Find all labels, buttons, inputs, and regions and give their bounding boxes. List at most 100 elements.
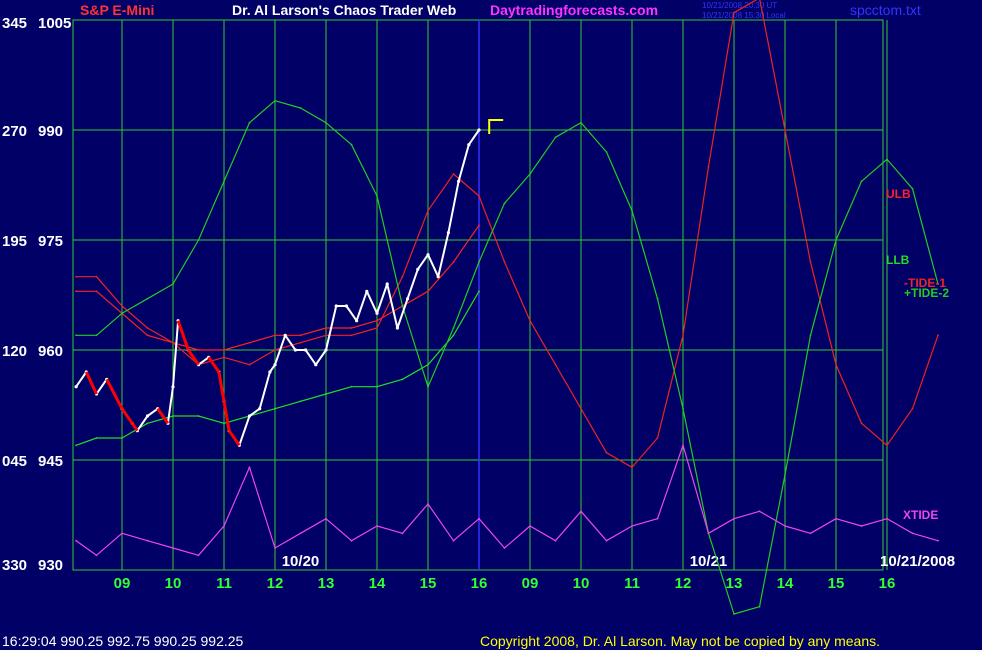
- price-point: [324, 348, 328, 352]
- tide-2-point: [197, 239, 200, 241]
- xtide-point: [95, 554, 98, 557]
- x-tick-label: 11: [216, 575, 232, 592]
- tide-1-point: [937, 334, 939, 337]
- y-tick-right-label: 930: [38, 557, 63, 574]
- ulb-point: [274, 334, 276, 337]
- xtide-point: [733, 517, 735, 520]
- xtide-point: [784, 525, 786, 527]
- date-label: 10/21: [690, 553, 728, 570]
- date-label: 10/20: [282, 553, 320, 570]
- down-bar: [207, 356, 221, 373]
- tide-1-point: [172, 341, 174, 344]
- xtide-point: [427, 503, 429, 505]
- tide-1-point: [95, 275, 98, 278]
- x-tick-label: 15: [828, 575, 845, 592]
- ulb-point: [223, 349, 225, 351]
- tide-1-point: [452, 173, 455, 175]
- price-point: [436, 275, 440, 279]
- xtide-point: [350, 539, 353, 542]
- tide-2-point: [223, 180, 225, 183]
- grid: [72, 19, 888, 571]
- tide-2-point: [554, 136, 557, 139]
- price-point: [283, 333, 287, 337]
- price-point: [145, 414, 150, 418]
- down-bar: [222, 401, 231, 431]
- tide-1-point: [427, 209, 429, 212]
- xtide-point: [809, 532, 812, 535]
- price-point: [477, 128, 481, 132]
- ulb-point: [197, 349, 200, 351]
- tide-1-point: [784, 129, 786, 131]
- ulb-point: [427, 290, 429, 293]
- price-point: [467, 143, 471, 147]
- llb-point: [172, 415, 174, 417]
- tide-1-point: [529, 319, 531, 322]
- xtide-point: [223, 525, 225, 527]
- date-label: 10/21/2008: [880, 553, 955, 570]
- tide-1-point: [223, 356, 225, 359]
- xtide-point: [886, 517, 888, 520]
- tide-2-point: [656, 297, 659, 300]
- llb-point: [452, 334, 455, 337]
- tide-2-point: [631, 209, 633, 212]
- tide-1-point: [631, 466, 633, 469]
- tide-1-point: [733, 11, 735, 14]
- xtide-point: [503, 547, 506, 549]
- tide-1-point: [121, 305, 123, 307]
- xtide-point: [248, 466, 251, 469]
- llb-point: [350, 385, 353, 388]
- tide-2-point: [172, 283, 174, 285]
- down-bar: [84, 371, 98, 395]
- ulb-point: [452, 261, 455, 263]
- tide-1-point: [886, 444, 888, 447]
- llb-point: [299, 400, 302, 403]
- llb-point: [427, 363, 429, 366]
- down-bar: [176, 320, 190, 351]
- price-point: [74, 385, 78, 389]
- xtide-point: [452, 539, 455, 542]
- tide-1-point: [376, 327, 378, 329]
- x-tick-label: 14: [369, 575, 386, 592]
- y-tick-left-label: 120: [2, 343, 27, 360]
- tide-2-point: [121, 312, 123, 315]
- price-point: [395, 326, 399, 330]
- tide-1-point: [299, 341, 302, 344]
- price-point: [258, 407, 262, 411]
- tide-2-point: [733, 613, 735, 615]
- site-link[interactable]: Daytradingforecasts.com: [490, 2, 658, 18]
- price-point: [273, 363, 277, 367]
- tide-2-point: [248, 121, 251, 124]
- tide-1-point: [682, 334, 684, 337]
- llb-point: [197, 415, 200, 417]
- tide-2-point: [146, 297, 149, 300]
- tide-1-point: [835, 363, 837, 366]
- tide-2-point: [580, 121, 582, 124]
- xtide-point: [758, 510, 761, 513]
- xtide-point: [707, 532, 710, 535]
- xtide-point: [631, 525, 633, 527]
- x-tick-label: 10: [573, 575, 590, 592]
- xtide-point: [554, 539, 557, 542]
- tide-1-point: [274, 349, 276, 351]
- down-bar: [105, 378, 124, 410]
- tide-1-point: [554, 363, 557, 366]
- tide-2-point: [299, 107, 302, 109]
- y-tick-right-label: 1005: [38, 15, 71, 32]
- down-bar: [217, 371, 226, 402]
- x-tick-label: 14: [777, 575, 794, 592]
- llb-point: [146, 422, 149, 425]
- tide-2-point: [886, 158, 888, 161]
- tide-1-point: [860, 422, 863, 425]
- price-point: [365, 289, 369, 293]
- x-tick-label: 16: [879, 575, 896, 592]
- price-point: [416, 267, 420, 271]
- tide-1-point: [656, 437, 659, 439]
- xtide-point: [146, 539, 149, 542]
- x-tick-label: 16: [471, 575, 488, 592]
- xtide-point: [121, 532, 123, 535]
- llb-point: [376, 385, 378, 388]
- tide-1-point: [75, 275, 77, 278]
- llb-point: [274, 407, 276, 410]
- y-tick-left-label: 330: [2, 557, 27, 574]
- down-bar: [156, 407, 170, 425]
